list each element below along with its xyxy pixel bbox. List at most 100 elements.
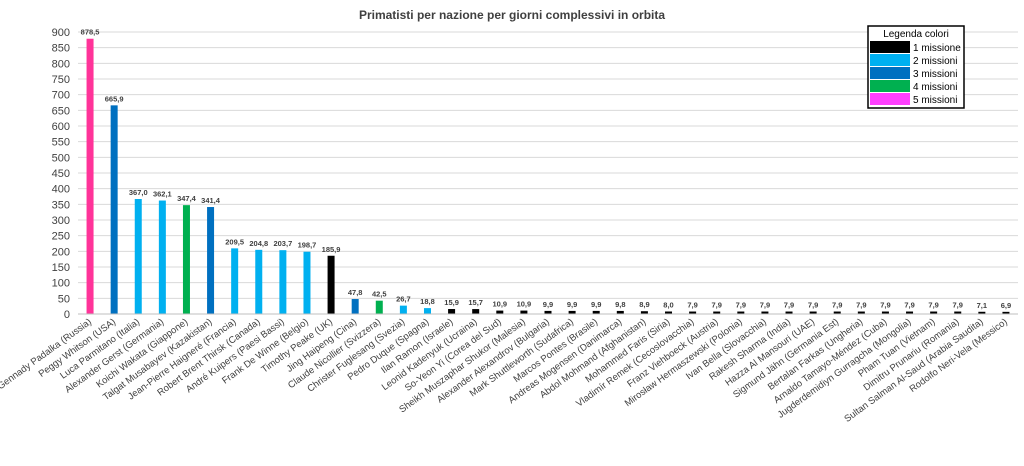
bar xyxy=(86,38,94,315)
data-label: 7,9 xyxy=(856,301,866,310)
bar xyxy=(110,105,118,314)
bar xyxy=(930,311,938,314)
legend-label: 3 missioni xyxy=(913,69,957,80)
data-label: 367,0 xyxy=(129,188,148,197)
bar xyxy=(857,311,865,314)
data-labels: 878,5 665,9 367,0 362,1 347,4 341,4 209,5 204,8… xyxy=(81,28,1012,310)
data-label: 362,1 xyxy=(153,190,172,199)
data-label: 18,8 xyxy=(420,297,435,306)
bar xyxy=(833,311,841,314)
legend-swatch xyxy=(870,67,910,79)
y-tick-label: 850 xyxy=(52,43,70,55)
bar xyxy=(906,311,914,314)
data-label: 7,9 xyxy=(711,301,721,310)
legend-label: 5 missioni xyxy=(913,95,957,106)
legend-label: 2 missioni xyxy=(913,56,957,67)
data-label: 15,9 xyxy=(444,298,459,307)
bar xyxy=(472,309,480,314)
y-tick-label: 350 xyxy=(52,199,70,211)
y-tick-label: 650 xyxy=(52,105,70,117)
bar xyxy=(881,311,889,314)
bar xyxy=(665,311,673,314)
bar xyxy=(158,200,166,314)
legend-label: 1 missione xyxy=(913,43,961,54)
data-label: 9,9 xyxy=(567,300,577,309)
data-label: 878,5 xyxy=(81,28,100,37)
bar xyxy=(713,311,721,314)
y-tick-label: 50 xyxy=(58,293,70,305)
y-tick-label: 900 xyxy=(52,27,70,39)
y-tick-label: 600 xyxy=(52,121,70,133)
data-label: 7,9 xyxy=(808,301,818,310)
y-tick-label: 100 xyxy=(52,278,70,290)
data-label: 665,9 xyxy=(105,94,124,103)
bar xyxy=(231,248,239,314)
legend-swatch xyxy=(870,93,910,105)
bar xyxy=(134,199,142,314)
data-label: 7,9 xyxy=(928,301,938,310)
y-tick-label: 550 xyxy=(52,137,70,149)
x-axis-ticks: Gennady Padalka (Russia)Peggy Whitson (U… xyxy=(0,317,1010,425)
data-label: 7,9 xyxy=(880,301,890,310)
bar xyxy=(544,310,552,314)
bar xyxy=(351,299,359,314)
data-label: 9,8 xyxy=(615,300,625,309)
bar xyxy=(592,310,600,314)
y-tick-label: 800 xyxy=(52,58,70,70)
data-label: 204,8 xyxy=(249,239,268,248)
legend-title: Legenda colori xyxy=(883,29,949,40)
chart-title: Primatisti per nazione per giorni comple… xyxy=(359,8,665,22)
data-label: 8,0 xyxy=(663,300,673,309)
y-axis-ticks: 0 50 100 150 200 250 300 350 400 450 500 550 600 650 7… xyxy=(52,27,70,321)
data-label: 198,7 xyxy=(298,241,317,250)
y-tick-label: 300 xyxy=(52,215,70,227)
y-tick-label: 150 xyxy=(52,262,70,274)
data-label: 7,9 xyxy=(760,301,770,310)
bar xyxy=(978,311,986,314)
data-label: 10,9 xyxy=(517,300,532,309)
y-tick-label: 200 xyxy=(52,246,70,258)
y-tick-label: 750 xyxy=(52,74,70,86)
data-label: 203,7 xyxy=(273,239,292,248)
y-tick-label: 500 xyxy=(52,152,70,164)
bar xyxy=(448,309,456,314)
bar xyxy=(207,207,215,314)
data-label: 341,4 xyxy=(201,196,221,205)
bar xyxy=(182,205,190,314)
data-label: 15,7 xyxy=(468,298,483,307)
legend-swatch xyxy=(870,80,910,92)
data-label: 347,4 xyxy=(177,194,197,203)
bar xyxy=(737,311,745,314)
data-label: 9,9 xyxy=(543,300,553,309)
data-label: 9,9 xyxy=(591,300,601,309)
y-tick-label: 0 xyxy=(64,309,70,321)
data-label: 7,1 xyxy=(977,301,987,310)
data-label: 10,9 xyxy=(492,300,507,309)
bar xyxy=(761,311,769,314)
data-label: 7,9 xyxy=(953,301,963,310)
data-label: 7,9 xyxy=(832,301,842,310)
legend: Legenda colori 1 missione 2 missioni 3 mis… xyxy=(867,25,965,109)
bar xyxy=(399,305,407,314)
bar xyxy=(520,310,528,314)
bar xyxy=(785,311,793,314)
bar xyxy=(640,311,648,314)
data-label: 6,9 xyxy=(1001,301,1011,310)
data-label: 7,9 xyxy=(687,301,697,310)
bars xyxy=(86,38,1010,315)
data-label: 7,9 xyxy=(904,301,914,310)
y-tick-label: 450 xyxy=(52,168,70,180)
bar xyxy=(279,250,287,314)
bar xyxy=(375,300,383,314)
bar xyxy=(303,251,311,314)
bar xyxy=(954,311,962,314)
legend-items: 1 missione 2 missioni 3 missioni 4 missioni… xyxy=(870,41,961,106)
data-label: 209,5 xyxy=(225,237,244,246)
bar xyxy=(568,310,576,314)
bar xyxy=(809,311,817,314)
data-label: 8,9 xyxy=(639,300,649,309)
grid-lines xyxy=(78,31,1018,299)
data-label: 42,5 xyxy=(372,290,387,299)
bar xyxy=(1002,311,1010,314)
